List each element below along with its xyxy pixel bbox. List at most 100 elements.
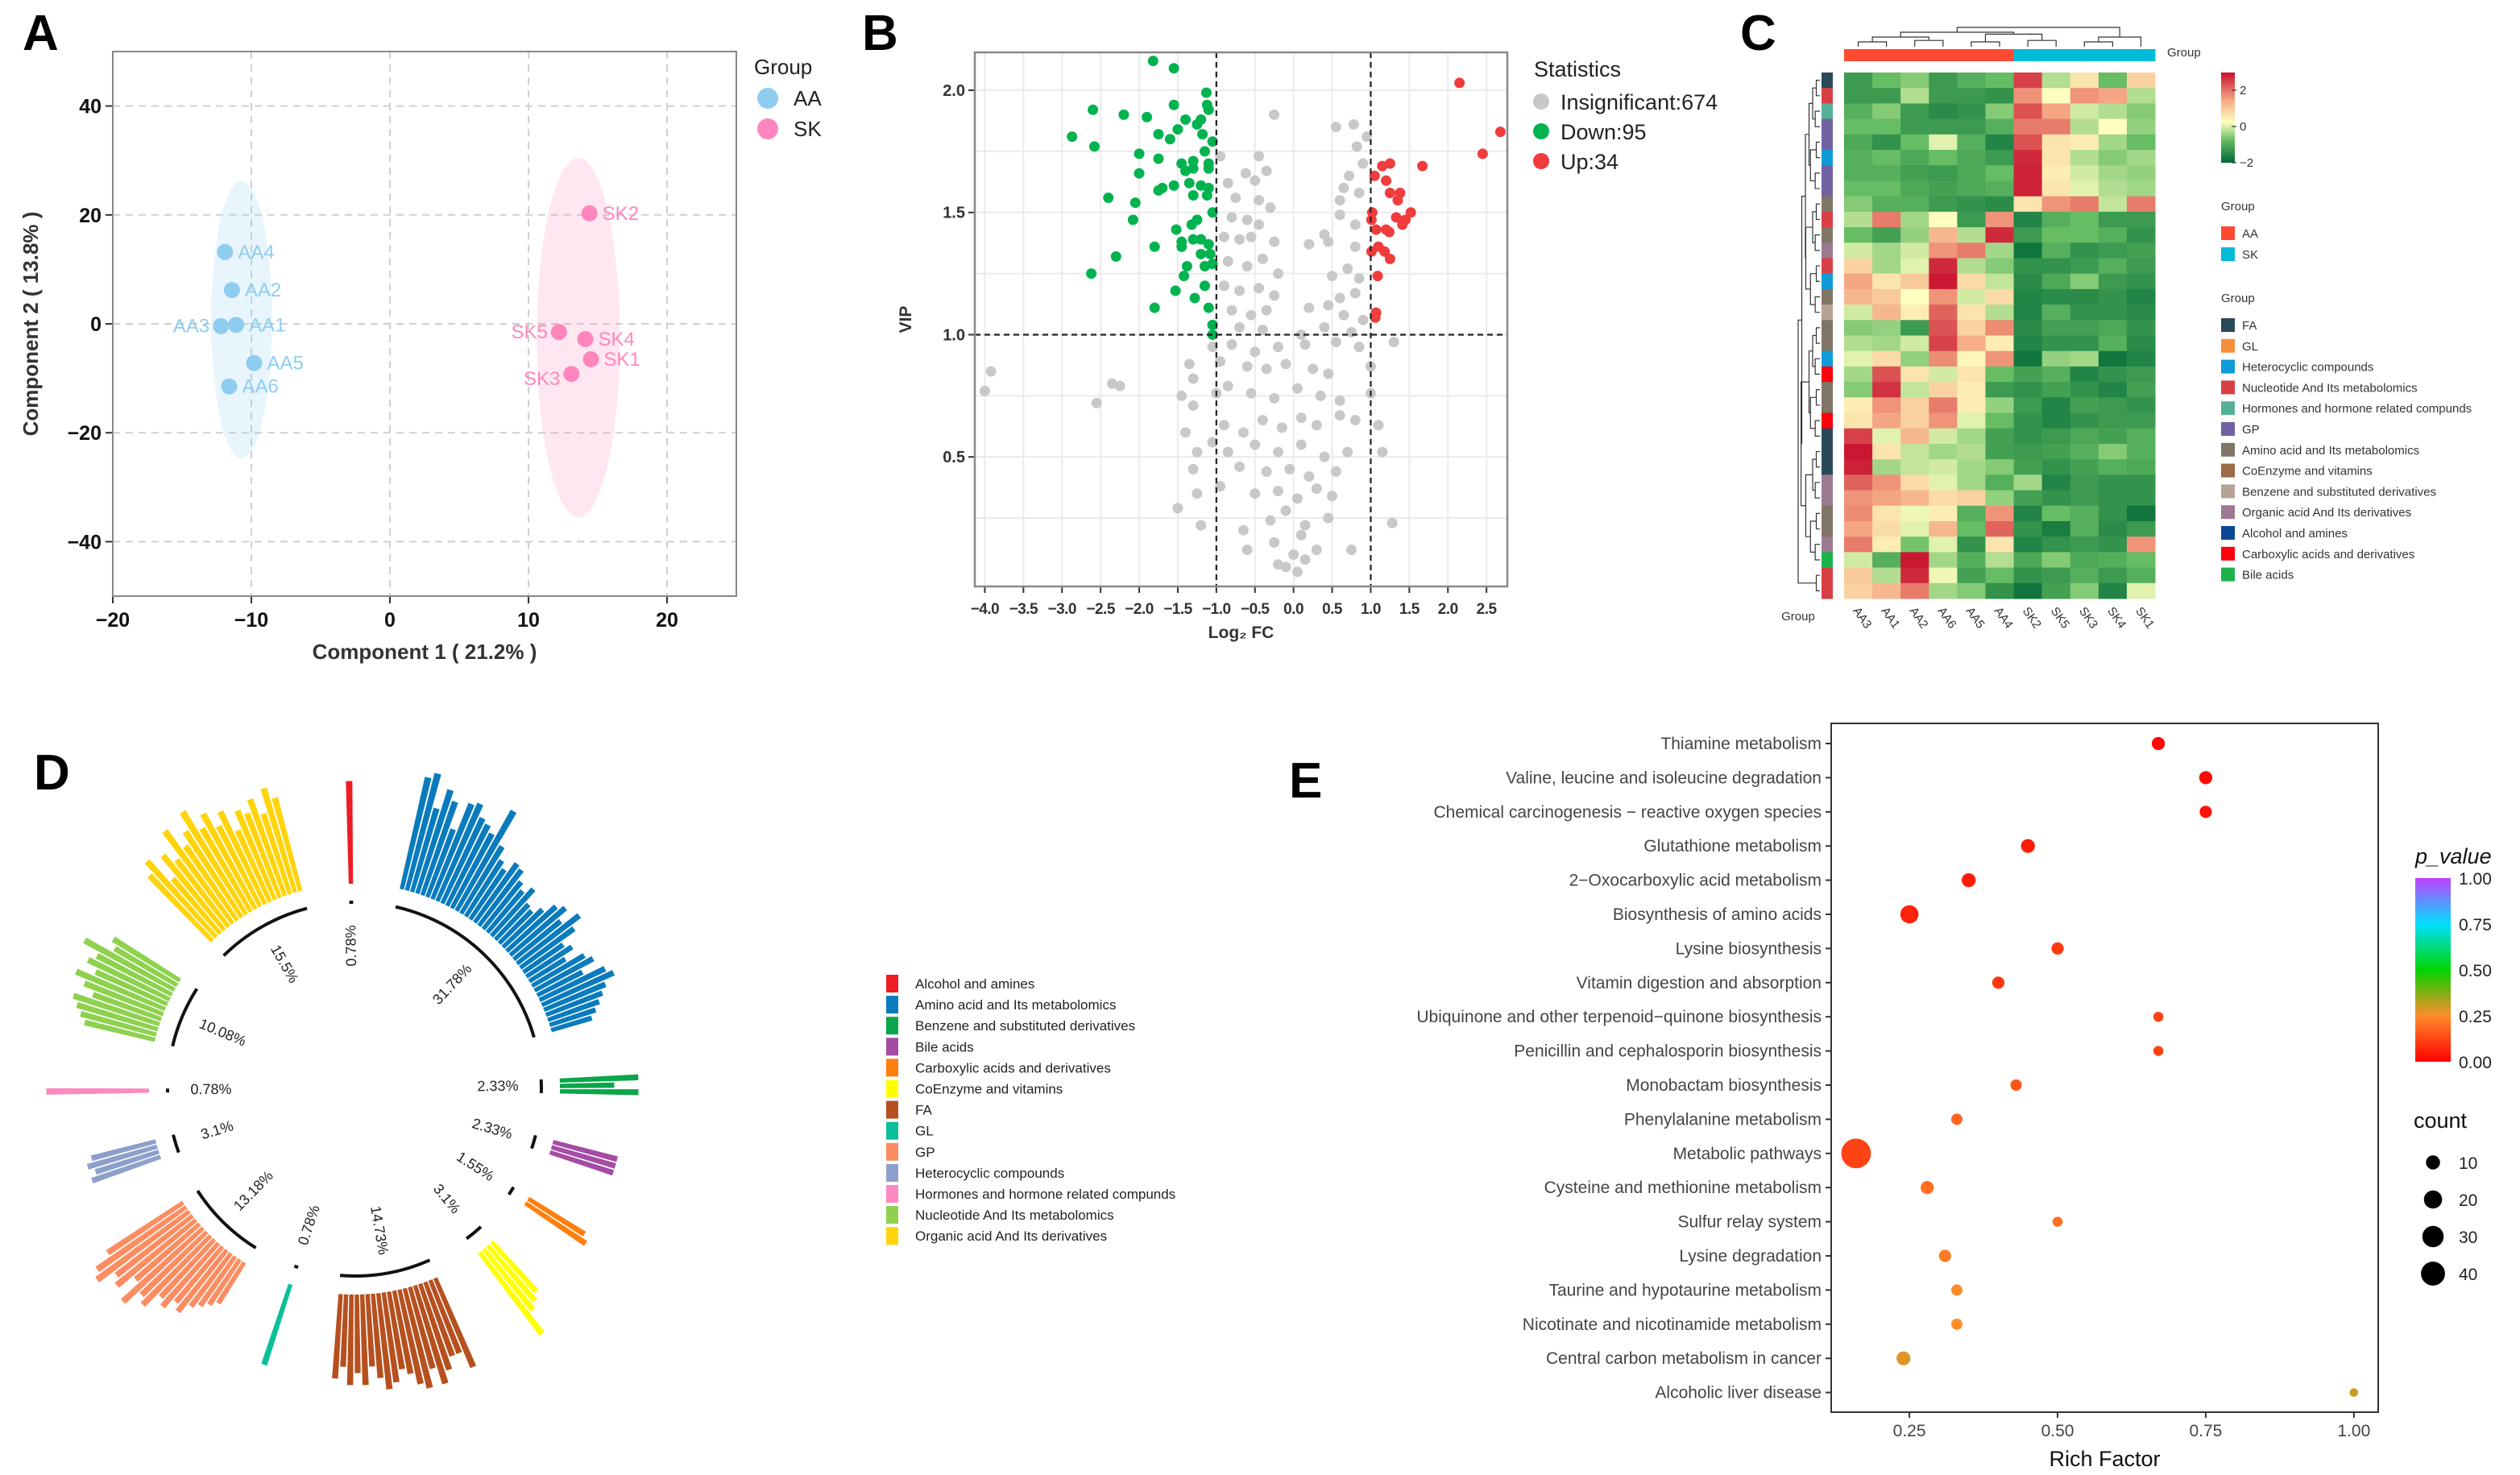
- point-insignificant: [1218, 231, 1229, 242]
- color-legend-title: p_value: [2414, 844, 2492, 868]
- heatmap-cell: [1844, 258, 1873, 275]
- bar: [387, 1291, 405, 1370]
- point-label: AA4: [238, 242, 274, 263]
- point-down: [1129, 197, 1141, 209]
- percent-label: 3.1%: [199, 1117, 235, 1142]
- point-up: [1381, 175, 1392, 186]
- bar: [234, 829, 272, 903]
- heatmap-cell: [1929, 320, 1958, 336]
- heatmap-cell: [2013, 382, 2043, 398]
- percent-label: 0.78%: [342, 925, 359, 966]
- heatmap-cell: [2013, 443, 2043, 460]
- heatmap-cell: [2041, 320, 2071, 336]
- bar: [425, 828, 456, 898]
- heatmap-cell: [2013, 273, 2043, 290]
- legend-swatch: [886, 996, 898, 1014]
- dendrogram-branch: [1805, 474, 1813, 537]
- bar: [332, 1294, 343, 1379]
- dendrogram-branch: [1971, 41, 2000, 47]
- legend-swatch: [886, 1185, 898, 1203]
- heatmap-cell: [1985, 242, 2015, 259]
- point-insignificant: [1187, 463, 1199, 474]
- heatmap-cell: [2098, 382, 2128, 398]
- heatmap-cell: [2041, 397, 2071, 414]
- bar: [493, 902, 531, 942]
- bar: [197, 1255, 238, 1307]
- point-insignificant: [1261, 363, 1272, 375]
- point-down: [1187, 234, 1199, 245]
- x-axis-title: Rich Factor: [2049, 1447, 2160, 1471]
- heatmap-cell: [1900, 552, 1929, 569]
- bar: [559, 1089, 639, 1096]
- row-annotation-cell: [1822, 350, 1833, 367]
- bar: [80, 1010, 157, 1037]
- point-down: [1196, 248, 1207, 259]
- row-annotation-cell: [1822, 103, 1833, 120]
- heatmap-cell: [1929, 582, 1958, 599]
- heatmap-cell: [2126, 350, 2156, 367]
- size-legend-dot: [2421, 1262, 2445, 1286]
- heatmap-cell: [2070, 366, 2099, 383]
- heatmap-cell: [1844, 459, 1873, 475]
- point-insignificant: [1308, 363, 1319, 375]
- legend-label: Alcohol and amines: [915, 976, 1034, 992]
- bar: [489, 887, 536, 938]
- bar: [418, 1282, 453, 1371]
- point-label: SK2: [603, 203, 639, 225]
- legend-swatch: [2221, 338, 2235, 353]
- heatmap-cell: [1872, 273, 1901, 290]
- dendrogram-branch: [1857, 41, 1888, 47]
- heatmap-cell: [1985, 180, 2015, 197]
- x-tick-label: 20: [656, 609, 678, 632]
- row-annotation-cell: [1822, 134, 1833, 151]
- heatmap-cell: [1872, 196, 1901, 213]
- heatmap-cell: [1872, 242, 1901, 259]
- legend-swatch-AA: [2221, 226, 2235, 240]
- bar: [94, 969, 168, 1007]
- bubble: [1950, 1318, 1963, 1330]
- point-insignificant: [1295, 529, 1307, 541]
- heatmap-cell: [1957, 73, 1986, 89]
- bubble: [2199, 771, 2213, 785]
- row-annotation-cell: [1822, 196, 1833, 213]
- point-SK1: [582, 350, 599, 367]
- heatmap-cell: [2013, 505, 2043, 522]
- point-insignificant: [1237, 524, 1249, 536]
- point-label: SK4: [599, 329, 635, 350]
- heatmap-cell: [2098, 320, 2128, 336]
- heatmap-cell: [1900, 134, 1929, 151]
- point-insignificant: [979, 385, 990, 396]
- point-insignificant: [1295, 439, 1307, 450]
- heatmap-cell: [1872, 474, 1901, 491]
- pathway-label: Lysine biosynthesis: [1676, 939, 1822, 958]
- heatmap-cell: [2041, 412, 2071, 429]
- bar: [512, 918, 562, 961]
- bar: [159, 1237, 217, 1299]
- pathway-label: Nicotinate and nicotinamide metabolism: [1523, 1315, 1822, 1334]
- y-axis-title: VIP: [897, 306, 915, 334]
- dendrogram-branch: [1815, 203, 1820, 221]
- heatmap-cell: [1957, 428, 1986, 445]
- heatmap-cell: [1900, 490, 1929, 507]
- color-legend-label: 0.75: [2459, 916, 2492, 934]
- point-insignificant: [1237, 427, 1249, 438]
- heatmap-cell: [2041, 490, 2071, 507]
- heatmap-cell: [2041, 180, 2071, 197]
- heatmap-cell: [2126, 165, 2156, 181]
- heatmap-cell: [1929, 459, 1958, 475]
- bar: [531, 953, 586, 988]
- volcano-plot: −4.0 −3.5 −3.0 −2.5 −2.0 −1.5 −1.0 −0.5 0.0 0.5 1.…: [897, 51, 1718, 642]
- x-tick-label: 1.0: [1361, 601, 1381, 618]
- heatmap-cell: [1985, 428, 2015, 445]
- legend-label: Carboxylic acids and derivatives: [2242, 548, 2414, 561]
- bubble: [2151, 736, 2166, 751]
- heatmap-cell: [1844, 134, 1873, 151]
- point-insignificant: [1180, 427, 1192, 438]
- percent-label: 2.33%: [470, 1115, 515, 1142]
- heatmap-cell: [2126, 520, 2156, 537]
- heatmap-cell: [2098, 459, 2128, 475]
- x-tick-label: −2.0: [1125, 601, 1154, 618]
- heatmap-cell: [2126, 474, 2156, 491]
- bar: [73, 992, 160, 1027]
- heatmap-cell: [1929, 273, 1958, 290]
